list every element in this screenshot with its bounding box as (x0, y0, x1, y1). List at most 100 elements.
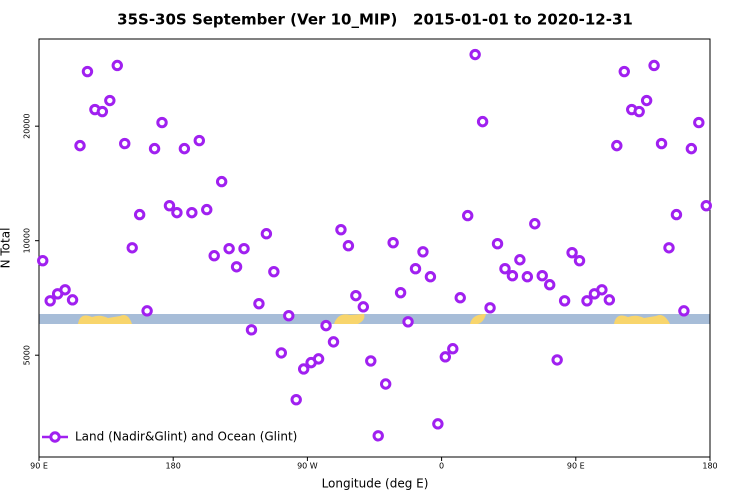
point (186, 206, 198, 219)
point (238, 242, 250, 255)
point (551, 354, 563, 366)
point (514, 254, 526, 266)
point (424, 271, 437, 283)
point (320, 319, 332, 332)
point (253, 297, 265, 310)
x-tick-label: 90 E (30, 462, 48, 471)
point (119, 137, 131, 150)
y-axis-label: N Total (0, 228, 13, 269)
point (417, 246, 429, 258)
point (163, 199, 176, 212)
point (476, 115, 489, 128)
point (544, 279, 556, 291)
point (611, 139, 623, 152)
point (603, 294, 616, 306)
surface-strip (39, 314, 710, 324)
point (44, 295, 56, 307)
point (245, 324, 258, 336)
point (178, 142, 191, 155)
point (312, 353, 325, 365)
point (402, 316, 414, 328)
point (141, 305, 153, 317)
point (700, 199, 712, 212)
point (558, 295, 571, 307)
point (506, 270, 519, 282)
legend-marker (49, 431, 61, 443)
point (536, 270, 548, 282)
point (283, 310, 295, 322)
point (193, 134, 205, 147)
point (327, 336, 340, 348)
point (663, 242, 675, 254)
point (499, 263, 511, 275)
point (230, 261, 243, 273)
point (394, 286, 407, 299)
point (290, 393, 302, 406)
point (260, 228, 273, 240)
point (148, 142, 161, 155)
point (37, 254, 49, 267)
x-tick-label: 0 (439, 462, 444, 471)
point (469, 48, 481, 61)
point (573, 254, 586, 267)
point (357, 301, 370, 313)
point (685, 142, 698, 155)
point (297, 363, 310, 375)
point (655, 137, 668, 150)
point (268, 265, 280, 278)
point (387, 236, 399, 249)
y-tick-label: 5000 (23, 345, 32, 365)
point (447, 343, 459, 355)
point (640, 94, 653, 107)
point (491, 237, 504, 250)
point (648, 59, 660, 72)
point (529, 218, 541, 230)
point (335, 223, 347, 236)
point (439, 351, 452, 363)
point (96, 105, 109, 118)
point (596, 284, 608, 296)
plot-frame (38, 38, 711, 458)
point (379, 378, 392, 390)
point (275, 347, 288, 359)
point (201, 203, 213, 216)
point (454, 292, 466, 304)
point (566, 246, 578, 259)
point (156, 116, 168, 129)
point (350, 289, 362, 302)
x-tick-label: 90 W (297, 462, 318, 471)
point (618, 65, 630, 78)
point (581, 295, 593, 307)
point (111, 59, 123, 72)
point (66, 294, 79, 306)
point (484, 302, 496, 314)
point (633, 105, 645, 118)
y-tick-label: 10000 (23, 228, 32, 253)
point (133, 208, 146, 221)
point (126, 242, 138, 254)
point (208, 250, 220, 262)
point (372, 430, 384, 442)
point (215, 175, 228, 188)
x-tick-label: 90 E (567, 462, 585, 471)
point (59, 284, 71, 296)
x-tick-label: 180 (702, 462, 717, 471)
x-tick-label: 180 (166, 462, 181, 471)
chart-title: 35S-30S September (Ver 10_MIP) 2015-01-0… (117, 11, 633, 29)
point (693, 116, 705, 129)
point (81, 65, 94, 78)
point (365, 355, 377, 367)
point (670, 208, 683, 221)
point (432, 418, 444, 430)
point (223, 242, 235, 255)
point (342, 240, 355, 252)
legend-label: Land (Nadir&Glint) and Ocean (Glint) (75, 430, 297, 444)
point (678, 305, 690, 317)
point (104, 94, 116, 107)
point (74, 139, 86, 152)
point (521, 271, 534, 283)
y-tick-label: 20000 (23, 113, 32, 138)
point (409, 263, 422, 275)
point (171, 206, 183, 219)
